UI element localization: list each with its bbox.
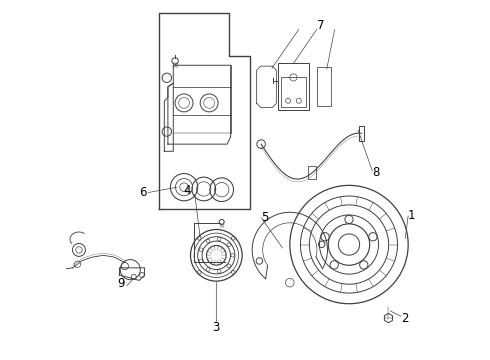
Text: 7: 7: [317, 19, 324, 32]
Text: 1: 1: [408, 210, 416, 222]
Text: 3: 3: [213, 320, 220, 333]
Bar: [308, 166, 317, 179]
Bar: [278, 63, 309, 110]
Text: 8: 8: [372, 166, 380, 179]
Text: 6: 6: [139, 186, 147, 199]
Text: 4: 4: [184, 184, 192, 197]
Bar: [281, 77, 306, 107]
Text: 9: 9: [118, 278, 125, 291]
Text: 2: 2: [401, 311, 408, 325]
Bar: [317, 67, 331, 107]
Text: 5: 5: [261, 211, 269, 224]
Bar: [359, 126, 365, 140]
